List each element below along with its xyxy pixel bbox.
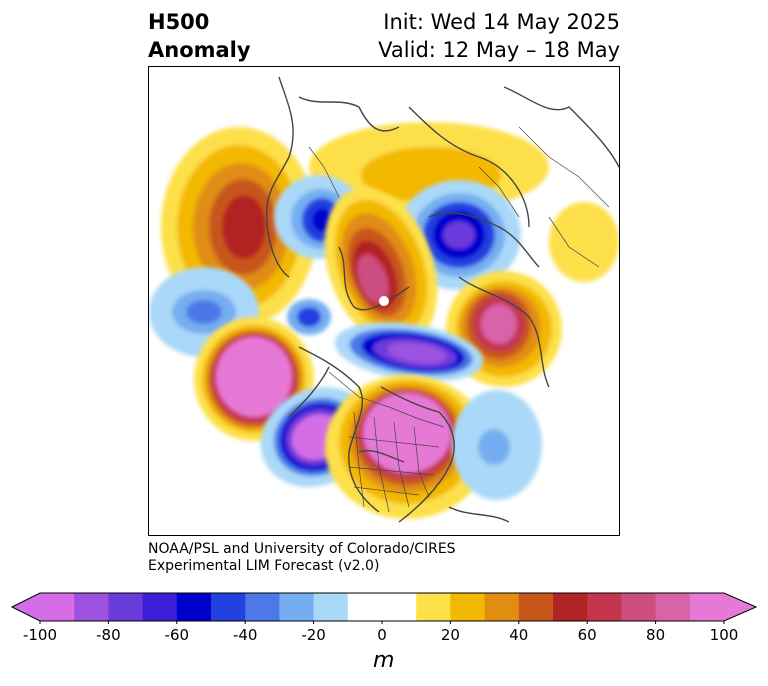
colorbar-bin (655, 593, 691, 621)
anomaly-map (148, 66, 620, 536)
colorbar-bin (416, 593, 451, 621)
colorbar-bin (484, 593, 520, 621)
coastlines (266, 76, 619, 523)
north-pole-marker (379, 296, 389, 306)
init-date: Init: Wed 14 May 2025 (383, 10, 620, 34)
colorbar-tick-label: 100 (709, 626, 739, 644)
title-variable: H500 (148, 10, 210, 34)
colorbar-extend-high (724, 593, 756, 621)
colorbar-tick-label: 60 (577, 626, 597, 644)
colorbar-tick-label: -20 (301, 626, 326, 644)
colorbar (10, 590, 758, 628)
colorbar-tick-label: 20 (440, 626, 460, 644)
anomaly-negative-atlantic-east (452, 390, 542, 500)
colorbar-bin (40, 593, 75, 621)
colorbar-bin (689, 593, 725, 621)
credit-text: NOAA/PSL and University of Colorado/CIRE… (148, 541, 456, 575)
colorbar-tick-label: -60 (164, 626, 190, 644)
title-quantity: Anomaly (148, 38, 251, 62)
credit-line-2: Experimental LIM Forecast (v2.0) (148, 558, 380, 574)
colorbar-bin (176, 593, 212, 621)
colorbar-bin (621, 593, 657, 621)
colorbar-bin (553, 593, 588, 621)
country-borders (308, 126, 610, 513)
colorbar-unit: m (373, 648, 395, 673)
map-title-right: Init: Wed 14 May 2025 Valid: 12 May – 18… (378, 8, 620, 64)
colorbar-bin (108, 593, 144, 621)
colorbar-svg (10, 592, 758, 624)
colorbar-bin (74, 593, 109, 621)
anomaly-positive-eastern-us (325, 375, 489, 519)
colorbar-bin (211, 593, 246, 621)
colorbar-bin (518, 593, 554, 621)
colorbar-tick-label: 0 (377, 626, 387, 644)
colorbar-tick-label: -100 (22, 626, 58, 644)
colorbar-bin (313, 593, 349, 621)
colorbar-bin (450, 593, 486, 621)
anomaly-negative-arctic-small (287, 299, 331, 335)
valid-range: Valid: 12 May – 18 May (378, 38, 620, 62)
colorbar-tick-label: -80 (96, 626, 121, 644)
colorbar-extend-low (12, 593, 40, 621)
colorbar-bin (382, 593, 417, 621)
credit-line-1: NOAA/PSL and University of Colorado/CIRE… (148, 541, 456, 557)
colorbar-bin (245, 593, 280, 621)
colorbar-bin (587, 593, 622, 621)
colorbar-bin (279, 593, 315, 621)
anomaly-negative-central-band (334, 322, 484, 382)
map-title-left: H500 Anomaly (148, 8, 251, 64)
colorbar-tick-label: 40 (509, 626, 529, 644)
colorbar-tick-label: 80 (646, 626, 666, 644)
colorbar-tick-label: -40 (232, 626, 258, 644)
anomaly-map-svg (149, 76, 619, 523)
colorbar-bin (142, 593, 178, 621)
colorbar-bin (347, 593, 383, 621)
